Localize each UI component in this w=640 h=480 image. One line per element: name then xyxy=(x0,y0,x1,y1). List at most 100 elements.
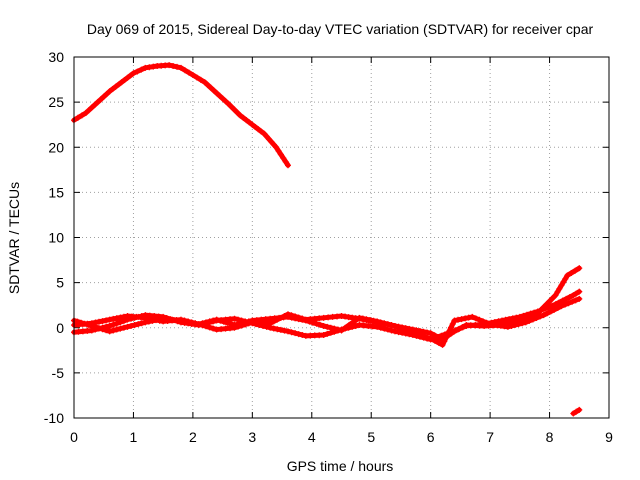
data-point xyxy=(97,96,104,103)
series-high_arc xyxy=(71,62,291,169)
data-point xyxy=(138,320,145,327)
data-point xyxy=(388,327,395,334)
data-point xyxy=(388,322,395,329)
data-point xyxy=(219,95,226,102)
data-point xyxy=(548,302,555,309)
data-point xyxy=(235,323,242,330)
data-point xyxy=(572,297,579,304)
data-point xyxy=(516,317,523,324)
data-point xyxy=(562,301,569,308)
data-point xyxy=(552,292,559,299)
y-tick-label: 10 xyxy=(48,230,64,246)
data-point xyxy=(569,298,576,305)
data-point xyxy=(95,318,102,325)
data-point xyxy=(78,112,85,119)
data-point xyxy=(113,326,120,333)
data-point xyxy=(166,62,173,69)
data-point xyxy=(120,324,127,331)
data-point xyxy=(540,312,547,319)
data-point xyxy=(92,319,99,326)
data-point xyxy=(327,329,334,336)
data-point xyxy=(381,320,388,327)
data-point xyxy=(534,310,541,317)
data-layer xyxy=(71,62,583,417)
data-point xyxy=(299,315,306,322)
plot-frame xyxy=(73,56,610,419)
data-point xyxy=(282,158,289,165)
data-point xyxy=(359,316,366,323)
data-point xyxy=(110,315,117,322)
data-point xyxy=(502,321,509,328)
data-point xyxy=(331,325,338,332)
series-track_c xyxy=(71,265,583,343)
y-axis-label: SDTVAR / TECUs xyxy=(6,182,22,294)
x-tick-label: 0 xyxy=(70,429,78,445)
data-point xyxy=(285,311,291,318)
data-point xyxy=(110,321,117,328)
data-point xyxy=(476,316,483,323)
data-point xyxy=(317,321,324,328)
data-point xyxy=(424,334,431,341)
x-tick-label: 7 xyxy=(486,429,494,445)
data-point xyxy=(178,64,184,71)
data-point xyxy=(384,321,391,328)
data-point xyxy=(204,81,211,88)
y-tick-label: 30 xyxy=(48,49,64,65)
data-point xyxy=(416,327,423,334)
data-point xyxy=(392,322,398,329)
data-point xyxy=(451,328,458,335)
data-point xyxy=(345,322,352,329)
data-point xyxy=(153,316,160,323)
data-point xyxy=(117,325,124,332)
data-point xyxy=(431,337,438,344)
x-tick-label: 3 xyxy=(248,429,256,445)
data-point xyxy=(245,320,252,327)
data-point xyxy=(572,267,579,274)
data-point xyxy=(563,295,570,302)
data-point xyxy=(220,318,227,325)
data-point xyxy=(455,326,462,333)
data-point xyxy=(234,109,241,116)
x-tick-label: 8 xyxy=(546,429,554,445)
data-point xyxy=(320,331,327,338)
data-point xyxy=(156,317,163,324)
data-point xyxy=(197,76,204,83)
data-point xyxy=(103,91,110,98)
data-point xyxy=(195,321,202,328)
data-point xyxy=(88,104,95,111)
data-point xyxy=(537,313,544,320)
y-tick-label: 5 xyxy=(56,275,64,291)
data-point xyxy=(103,317,110,324)
data-point xyxy=(88,320,95,327)
data-point xyxy=(295,331,302,338)
data-point xyxy=(95,325,102,332)
data-point xyxy=(462,315,469,322)
data-point xyxy=(551,306,558,313)
data-point xyxy=(213,316,220,323)
data-point xyxy=(568,269,575,276)
data-point xyxy=(459,324,466,331)
y-tick-label: -10 xyxy=(44,410,64,426)
chart-title: Day 069 of 2015, Sidereal Day-to-day VTE… xyxy=(87,21,594,37)
data-point xyxy=(99,326,106,333)
data-point xyxy=(142,314,149,321)
data-point xyxy=(509,319,516,326)
data-point xyxy=(210,317,217,324)
data-point xyxy=(556,299,563,306)
data-point xyxy=(560,279,567,286)
data-point xyxy=(210,325,217,332)
data-point xyxy=(565,300,572,307)
y-tick-label: 20 xyxy=(48,139,64,155)
data-point xyxy=(285,328,291,335)
data-point xyxy=(427,335,434,342)
data-point xyxy=(320,322,327,329)
x-tick-label: 5 xyxy=(367,429,375,445)
data-point xyxy=(472,315,479,322)
data-point xyxy=(285,162,291,169)
data-point xyxy=(292,313,299,320)
data-point xyxy=(113,315,120,322)
data-point xyxy=(185,69,192,76)
data-point xyxy=(527,313,534,320)
data-point xyxy=(134,68,141,75)
data-point xyxy=(352,322,359,329)
